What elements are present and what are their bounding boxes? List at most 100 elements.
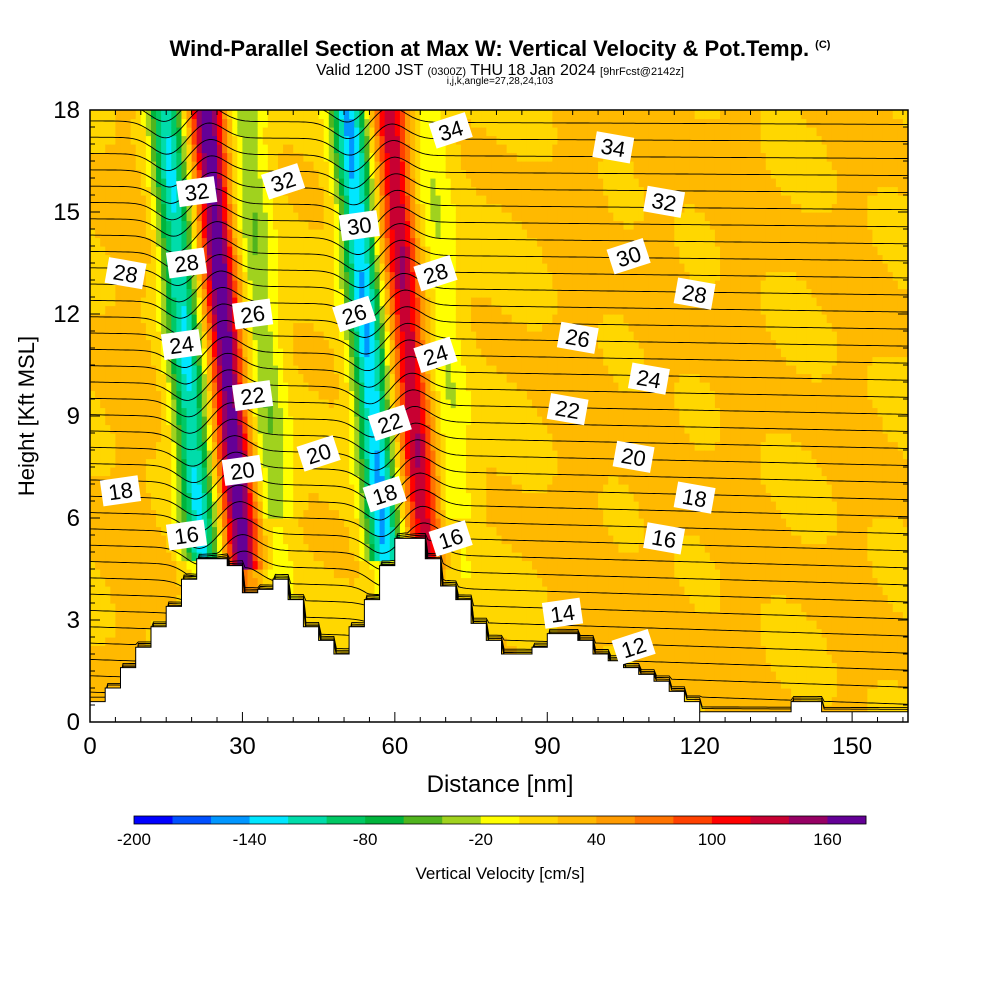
velocity-cell [394, 390, 401, 400]
velocity-cell [201, 322, 208, 332]
velocity-cell [313, 586, 320, 596]
velocity-cell [176, 501, 183, 511]
velocity-cell [405, 322, 411, 332]
velocity-cell [166, 416, 172, 426]
velocity-cell [379, 399, 386, 409]
velocity-cell [323, 365, 330, 375]
velocity-cell [242, 203, 249, 213]
velocity-cell [252, 178, 259, 188]
velocity-cell [420, 186, 426, 196]
velocity-cell [252, 152, 259, 162]
velocity-cell [145, 195, 152, 205]
velocity-cell [125, 390, 132, 400]
velocity-cell [389, 237, 396, 247]
velocity-cell [130, 518, 137, 528]
velocity-cell [196, 135, 203, 145]
velocity-cell [186, 110, 193, 120]
velocity-cell [338, 365, 345, 375]
velocity-cell [323, 203, 330, 213]
velocity-cell [399, 212, 406, 222]
velocity-cell [394, 501, 401, 511]
velocity-cell [293, 195, 299, 205]
velocity-cell [303, 356, 310, 366]
velocity-cell [156, 169, 162, 179]
velocity-cell [328, 382, 335, 392]
velocity-cell [430, 237, 437, 247]
velocity-cell [130, 424, 137, 434]
velocity-cell [100, 373, 106, 383]
velocity-cell [161, 594, 167, 604]
velocity-cell [110, 220, 116, 230]
velocity-cell [272, 433, 279, 443]
velocity-cell [328, 458, 335, 468]
velocity-cell [222, 509, 228, 519]
velocity-cell [379, 169, 386, 179]
velocity-cell [374, 135, 381, 145]
velocity-cell [217, 161, 223, 171]
velocity-cell [232, 152, 238, 162]
velocity-cell [201, 220, 208, 230]
velocity-cell [247, 526, 254, 536]
velocity-cell [257, 271, 264, 281]
velocity-cell [100, 339, 106, 349]
velocity-cell [211, 169, 218, 179]
velocity-cell [318, 484, 325, 494]
velocity-cell [399, 271, 406, 281]
velocity-cell [283, 246, 289, 256]
velocity-cell [125, 458, 132, 468]
velocity-cell [298, 518, 304, 528]
velocity-cell [171, 237, 177, 247]
velocity-cell [227, 297, 233, 307]
velocity-cell [410, 263, 416, 273]
velocity-cell [176, 322, 183, 332]
velocity-cell [283, 543, 289, 553]
velocity-cell [308, 518, 315, 528]
velocity-cell [222, 152, 228, 162]
velocity-cell [293, 526, 299, 536]
velocity-cell [283, 373, 289, 383]
velocity-cell [262, 356, 269, 366]
velocity-cell [145, 475, 152, 485]
velocity-cell [181, 314, 188, 324]
velocity-cell [196, 237, 203, 247]
velocity-cell [293, 305, 299, 315]
velocity-cell [420, 526, 426, 536]
velocity-cell [399, 246, 406, 256]
velocity-cell [379, 195, 386, 205]
velocity-cell [242, 365, 249, 375]
velocity-cell [283, 450, 289, 460]
velocity-cell [176, 492, 183, 502]
velocity-cell [328, 365, 335, 375]
velocity-cell [135, 118, 142, 128]
velocity-cell [206, 535, 213, 545]
velocity-cell [313, 169, 320, 179]
velocity-cell [344, 424, 350, 434]
velocity-cell [328, 509, 335, 519]
velocity-cell [222, 416, 228, 426]
velocity-cell [415, 203, 421, 213]
velocity-cell [364, 586, 371, 596]
velocity-cell [171, 297, 177, 307]
velocity-cell [232, 203, 238, 213]
velocity-cell [415, 229, 421, 239]
velocity-cell [222, 305, 228, 315]
velocity-cell [298, 118, 304, 128]
velocity-cell [293, 467, 299, 477]
velocity-cell [100, 569, 106, 579]
velocity-cell [90, 110, 96, 120]
velocity-cell [166, 467, 172, 477]
velocity-cell [277, 161, 284, 171]
velocity-cell [115, 186, 122, 196]
velocity-cell [156, 467, 162, 477]
velocity-cell [145, 254, 152, 264]
velocity-cell [389, 501, 396, 511]
velocity-cell [405, 152, 411, 162]
velocity-cell [313, 552, 320, 562]
velocity-cell [252, 552, 259, 562]
velocity-cell [90, 407, 96, 417]
velocity-cell [344, 560, 350, 570]
velocity-cell [145, 484, 152, 494]
velocity-cell [145, 416, 152, 426]
velocity-cell [313, 560, 320, 570]
velocity-cell [399, 203, 406, 213]
